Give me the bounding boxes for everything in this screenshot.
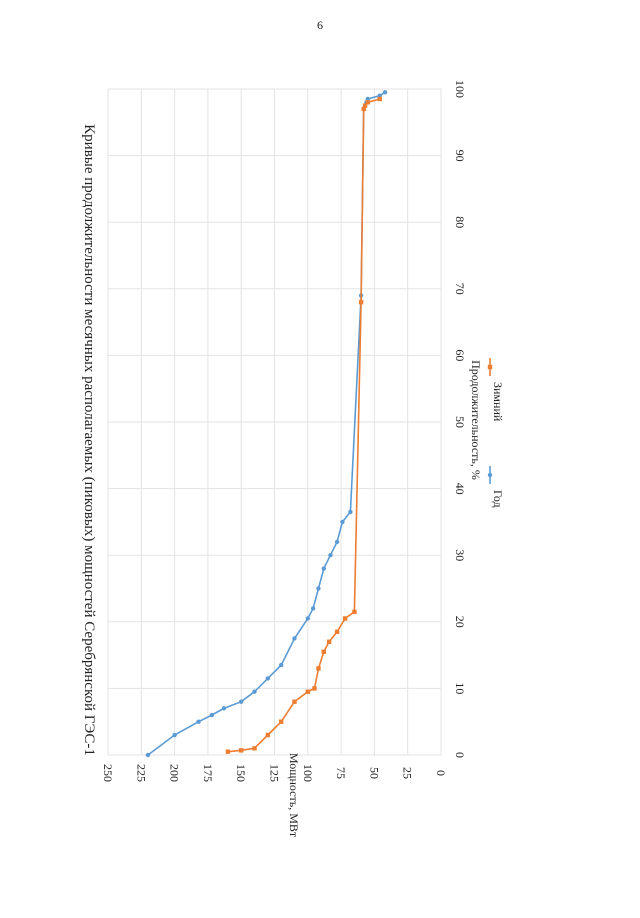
x-tick-label: 60 — [453, 349, 467, 361]
y-axis-tick-labels: 0 25 50 75 100 125 150 175 200 225 250 — [101, 764, 448, 782]
series-line — [147, 91, 386, 756]
data-point — [334, 539, 340, 545]
grid — [107, 88, 442, 756]
data-point — [145, 752, 151, 758]
y-tick-label: 250 — [101, 764, 115, 782]
x-tick-label: 70 — [453, 283, 467, 295]
y-tick-label: 100 — [301, 764, 315, 782]
x-tick-label: 30 — [453, 549, 467, 561]
x-axis-title: Продолжительность, % — [469, 360, 483, 480]
y-tick-label: 225 — [134, 764, 148, 782]
y-axis-title: Мощность, МВт — [287, 753, 301, 838]
data-point — [305, 616, 310, 621]
chart-title: Кривые продолжительности месячных распол… — [81, 124, 97, 756]
data-point — [239, 699, 244, 704]
x-tick-label: 10 — [453, 682, 467, 694]
data-point — [326, 639, 332, 644]
y-tick-label: 150 — [234, 764, 248, 782]
data-point — [377, 93, 382, 98]
data-point — [348, 509, 353, 515]
data-point — [172, 732, 177, 738]
data-point — [225, 749, 231, 754]
data-point — [328, 553, 333, 558]
page-number: 6 — [317, 18, 323, 32]
legend-label: Зимний — [491, 382, 505, 422]
data-point — [361, 106, 366, 112]
y-tick-label: 125 — [268, 764, 282, 782]
y-tick-label: 0 — [434, 770, 448, 776]
x-tick-label: 50 — [453, 416, 467, 428]
data-point — [252, 746, 257, 751]
data-point — [305, 689, 310, 694]
legend-marker — [487, 364, 493, 370]
data-point — [292, 636, 297, 641]
x-tick-label: 40 — [453, 483, 467, 495]
data-point — [292, 699, 297, 704]
y-tick-label: 50 — [367, 767, 381, 779]
data-point — [265, 732, 271, 738]
data-point — [362, 103, 368, 108]
data-point — [278, 662, 284, 668]
y-tick-label: 75 — [334, 767, 348, 779]
legend-marker — [487, 472, 493, 478]
x-axis-tick-labels: 0 10 20 30 40 50 60 70 80 90 100 — [453, 80, 467, 758]
y-tick-label: 175 — [201, 764, 215, 782]
data-point — [352, 609, 357, 615]
data-point — [377, 96, 382, 102]
data-point — [278, 719, 284, 724]
data-point — [221, 706, 227, 711]
data-point — [365, 96, 370, 102]
x-tick-label: 90 — [453, 150, 467, 162]
data-point — [316, 586, 321, 591]
data-point — [382, 90, 388, 95]
series-1 — [145, 90, 388, 758]
series-line — [227, 98, 380, 753]
data-point — [342, 616, 348, 621]
data-point — [358, 299, 364, 305]
x-tick-label: 20 — [453, 616, 467, 628]
legend: Год Зимний — [487, 358, 505, 508]
data-point — [312, 686, 317, 691]
data-point — [321, 649, 326, 654]
data-point — [239, 748, 244, 753]
x-tick-label: 80 — [453, 216, 467, 228]
legend-label: Год — [491, 490, 505, 508]
legend-item-2: Зимний — [487, 358, 505, 422]
y-tick-label: 25 — [401, 767, 415, 779]
data-point — [321, 566, 326, 571]
y-tick-label: 200 — [168, 764, 182, 782]
legend-item-1: Год — [487, 466, 505, 508]
x-tick-label: 100 — [453, 80, 467, 98]
series-layer — [145, 90, 388, 758]
data-point — [310, 606, 316, 611]
series-2 — [225, 96, 382, 754]
data-point — [334, 629, 340, 634]
x-tick-label: 0 — [453, 752, 467, 758]
data-point — [252, 689, 257, 694]
data-point — [365, 100, 370, 105]
data-point — [265, 676, 271, 681]
data-point — [316, 666, 321, 671]
data-point — [196, 719, 201, 724]
data-point — [340, 519, 345, 525]
data-point — [209, 712, 215, 718]
